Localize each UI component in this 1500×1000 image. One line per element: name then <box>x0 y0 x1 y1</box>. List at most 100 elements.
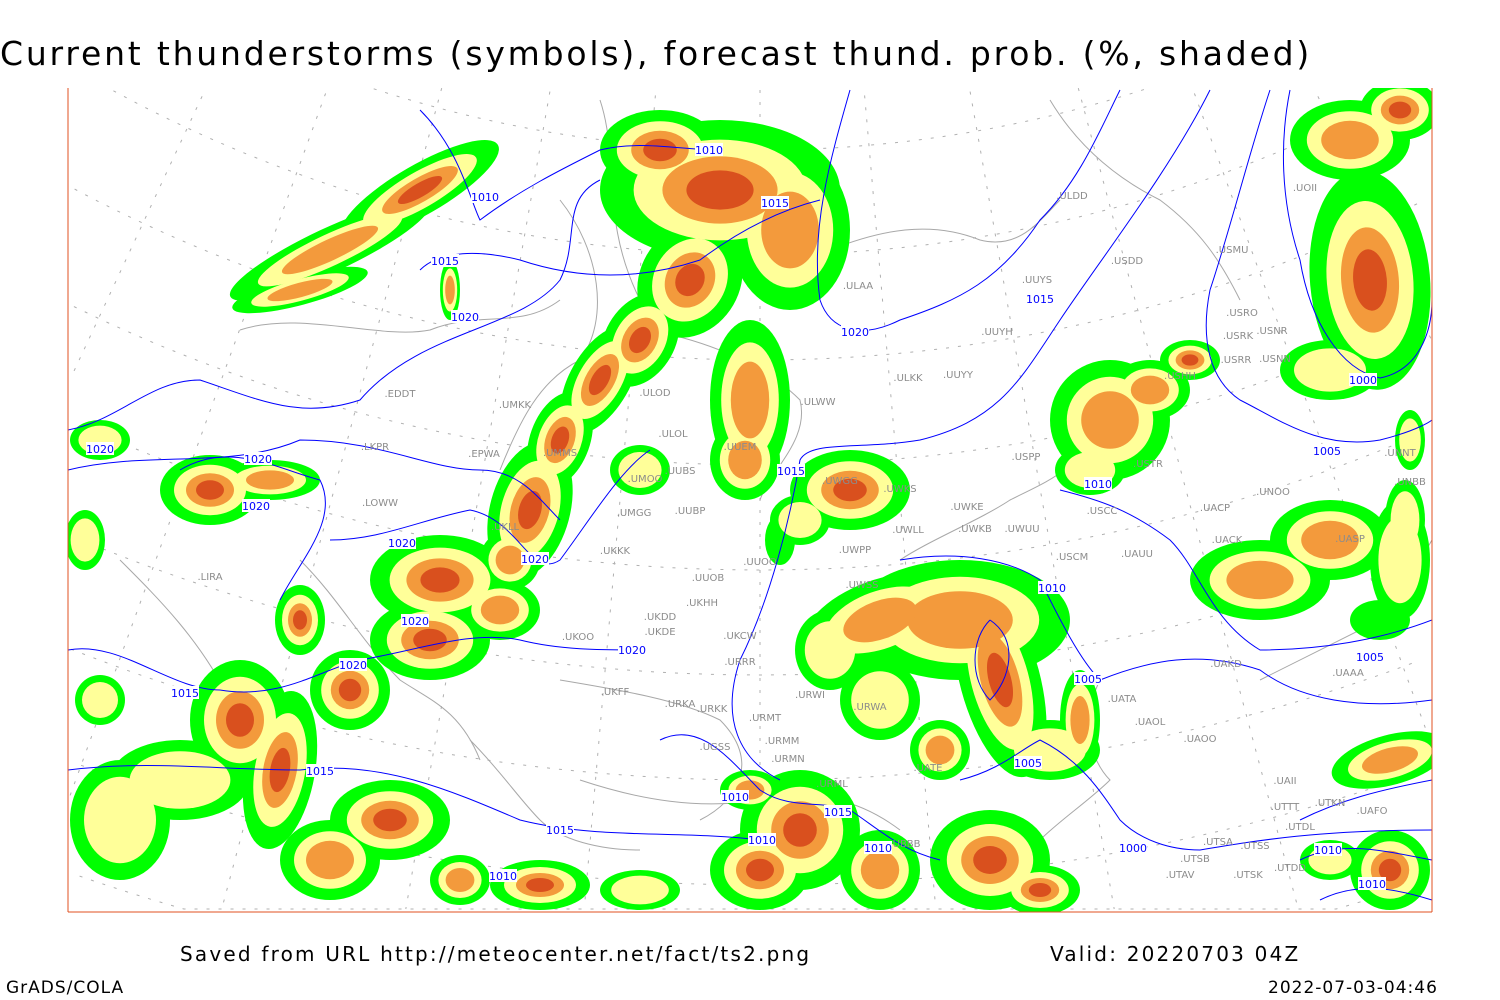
isobar-label: 1000 <box>1349 374 1377 387</box>
station-label: .UWGG <box>822 476 858 487</box>
isobar-label: 1015 <box>777 465 805 478</box>
meridian-line <box>1077 88 1299 910</box>
isobar-label: 1020 <box>339 659 367 672</box>
probability-area-max <box>675 263 705 297</box>
isobar-label: 1010 <box>471 191 499 204</box>
station-label: .UGSS <box>700 742 731 753</box>
isobar-line <box>68 179 601 431</box>
probability-area-mid <box>618 452 662 488</box>
isobar-label: 1010 <box>695 144 723 157</box>
station-label: .USTR <box>1133 459 1163 470</box>
station-label: .UMKK <box>499 400 532 411</box>
isobar-label-bg <box>242 499 270 512</box>
station-label: .URMT <box>749 713 782 724</box>
isobar-label: 1010 <box>748 834 776 847</box>
probability-area-mid <box>804 621 856 679</box>
isobar-labels: 1010 1010 1015 1015 1020 1020 1015 1000 1005 1010… <box>86 143 1386 891</box>
station-label: .UAFO <box>1357 806 1388 817</box>
station-label: .UNNT <box>1384 448 1416 459</box>
probability-area-high <box>480 595 520 625</box>
chart-title: Current thunderstorms (symbols), forecas… <box>0 34 1313 73</box>
isobar-label: 1010 <box>489 870 517 883</box>
probability-area-high <box>860 850 900 890</box>
probability-area-max <box>420 567 460 593</box>
isobar-line <box>419 109 721 221</box>
station-label: .UBBB <box>889 839 920 850</box>
coastline <box>469 739 641 851</box>
isobar-label: 1020 <box>618 644 646 657</box>
isobar-label: 1020 <box>841 326 869 339</box>
isobar-line <box>68 765 761 841</box>
station-label: .URMM <box>765 736 800 747</box>
isobar-line <box>659 734 941 861</box>
isobar-label: 1005 <box>1313 445 1341 458</box>
station-label: .UUOB <box>692 573 725 584</box>
isobar-line <box>1282 89 1432 379</box>
probability-area-high <box>843 597 917 643</box>
station-label: .UAOO <box>1184 734 1217 745</box>
isobar-line <box>1059 489 1432 651</box>
station-label: .UWSS <box>845 580 878 591</box>
isobar-line <box>959 739 1432 851</box>
isobar-label: 1015 <box>824 806 852 819</box>
isobar-label-bg <box>306 764 334 777</box>
isobar-label-bg <box>1356 650 1384 663</box>
probability-area-high <box>1130 375 1170 405</box>
station-label: .UTKN <box>1315 798 1346 809</box>
isobar-label-bg <box>1119 841 1147 854</box>
isobar-label-bg <box>171 686 199 699</box>
probability-area-max <box>518 490 542 530</box>
station-label: .UWKB <box>958 524 992 535</box>
station-label: .UAAA <box>1332 668 1364 679</box>
station-label: .UACK <box>1212 535 1243 546</box>
isobar-label-bg <box>1014 756 1042 769</box>
probability-area-max <box>1388 101 1412 119</box>
station-label: .UAUU <box>1121 549 1153 560</box>
isobar-line <box>731 89 1211 781</box>
station-label: .UNOO <box>1256 487 1290 498</box>
station-label: .URWI <box>795 690 825 701</box>
station-label: .UUBS <box>665 466 696 477</box>
isobar-label: 1015 <box>1026 293 1054 306</box>
station-label: .UTAV <box>1166 870 1195 881</box>
probability-area-mid <box>1390 491 1420 549</box>
isobar-line <box>899 555 1432 705</box>
station-label: .USPP <box>1012 452 1041 463</box>
isobar-label-bg <box>521 552 549 565</box>
probability-area-mid <box>851 671 909 729</box>
isobar-line <box>974 619 1010 701</box>
isobar-label: 1005 <box>1356 651 1384 664</box>
probability-area-high <box>246 470 294 490</box>
probability-area-max <box>196 480 224 500</box>
probability-area-max <box>293 610 307 630</box>
isobar-line <box>179 456 326 601</box>
probability-area-high <box>1362 746 1418 774</box>
probability-area-mid <box>82 682 118 718</box>
isobars <box>68 89 1432 901</box>
station-label: .UACP <box>1200 503 1230 514</box>
isobar-label-bg <box>695 143 723 156</box>
station-label: .UKCW <box>723 631 756 642</box>
probability-area-high <box>925 735 955 765</box>
isobar-label: 1020 <box>388 537 416 550</box>
probability-area-max <box>783 813 817 847</box>
isobar-label: 1020 <box>86 443 114 456</box>
station-label: .ULOL <box>658 429 688 440</box>
isobar-label: 1010 <box>1358 878 1386 891</box>
isobar-label-bg <box>471 190 499 203</box>
probability-area-max <box>338 678 362 702</box>
probability-area-max <box>628 326 652 354</box>
isobar-label: 1020 <box>242 500 270 513</box>
station-label: .UAII <box>1273 776 1296 787</box>
isobar-label: 1010 <box>721 791 749 804</box>
station-label: .UASP <box>1335 534 1365 545</box>
isobar-label-bg <box>431 254 459 267</box>
isobar-label: 1020 <box>521 553 549 566</box>
isobar-label: 1020 <box>401 615 429 628</box>
coastline <box>239 299 561 333</box>
station-label: .EPWA <box>468 449 500 460</box>
isobar-label-bg <box>1349 373 1377 386</box>
probability-area-mid <box>84 776 156 864</box>
isobar-label-bg <box>1026 292 1054 305</box>
